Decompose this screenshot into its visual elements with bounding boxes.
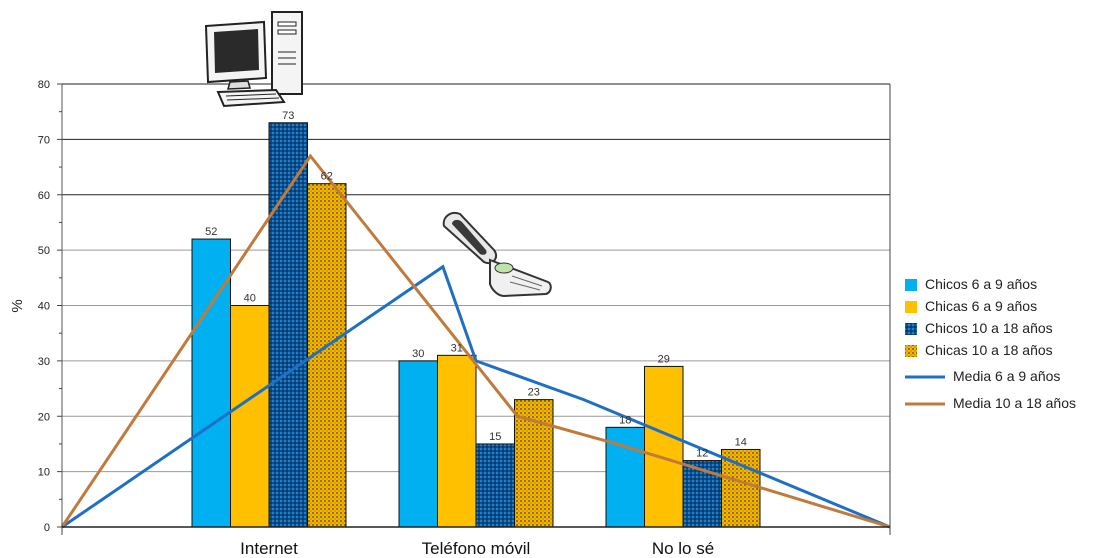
series-line — [60, 153, 891, 529]
y-tick-label: 70 — [38, 134, 50, 146]
bar-data-label: 12 — [696, 448, 708, 460]
series-line — [61, 264, 891, 529]
bar — [644, 365, 684, 528]
y-tick-label: 80 — [38, 79, 50, 91]
x-category-label: No lo sé — [652, 539, 714, 558]
legend-swatch — [905, 345, 917, 357]
bar — [398, 360, 438, 528]
y-tick-label: 30 — [38, 356, 50, 368]
bar-data-label: 29 — [658, 353, 670, 365]
lines-layer — [60, 153, 891, 529]
bar — [475, 443, 515, 528]
x-category-label: Teléfono móvil — [422, 539, 531, 558]
y-tick-label: 40 — [38, 301, 50, 313]
legend-swatch — [905, 279, 917, 291]
bar-data-label: 52 — [205, 226, 217, 238]
y-tick-label: 60 — [38, 190, 50, 202]
axis-layer: 0 10 20 30 40 50 60 70 80% Internet Teléfono móvil… — [9, 79, 891, 558]
bar — [721, 448, 761, 528]
legend-label: Media 6 a 9 años — [953, 368, 1060, 384]
bar-data-label: 18 — [619, 414, 631, 426]
y-tick-label: 10 — [38, 467, 50, 479]
legend-swatch — [905, 323, 917, 335]
bar-data-label: 15 — [489, 431, 501, 443]
legend-label: Chicos 10 a 18 años — [925, 320, 1053, 336]
bar-data-label: 31 — [451, 342, 463, 354]
legend: Chicos 6 a 9 años Chicas 6 a 9 años Chicos… — [905, 276, 1076, 411]
y-axis-title: % — [9, 299, 26, 312]
legend-swatch — [905, 301, 917, 313]
legend-label: Chicas 6 a 9 años — [925, 298, 1037, 314]
desktop-computer-icon — [204, 11, 303, 108]
bar-data-label: 14 — [735, 436, 747, 448]
bar-data-label: 23 — [528, 387, 540, 399]
labels-layer: 52 30 18 40 31 29 73 15 12 62 23 14 — [205, 110, 747, 460]
bar-data-label: 30 — [412, 348, 424, 360]
bar-data-label: 62 — [321, 171, 333, 183]
y-tick-label: 50 — [38, 245, 50, 257]
legend-label: Media 10 a 18 años — [953, 395, 1076, 411]
bar — [437, 354, 477, 528]
bar-data-label: 40 — [244, 293, 256, 305]
legend-label: Chicas 10 a 18 años — [925, 342, 1053, 358]
bar — [514, 399, 554, 528]
bars-layer — [191, 122, 761, 528]
bar — [230, 305, 270, 528]
bar — [268, 122, 308, 528]
y-tick-label: 0 — [44, 522, 50, 534]
bar-data-label: 73 — [282, 110, 294, 122]
x-category-label: Internet — [240, 539, 298, 558]
flip-phone-icon — [442, 212, 552, 298]
legend-label: Chicos 6 a 9 años — [925, 276, 1037, 292]
y-tick-label: 20 — [38, 411, 50, 423]
